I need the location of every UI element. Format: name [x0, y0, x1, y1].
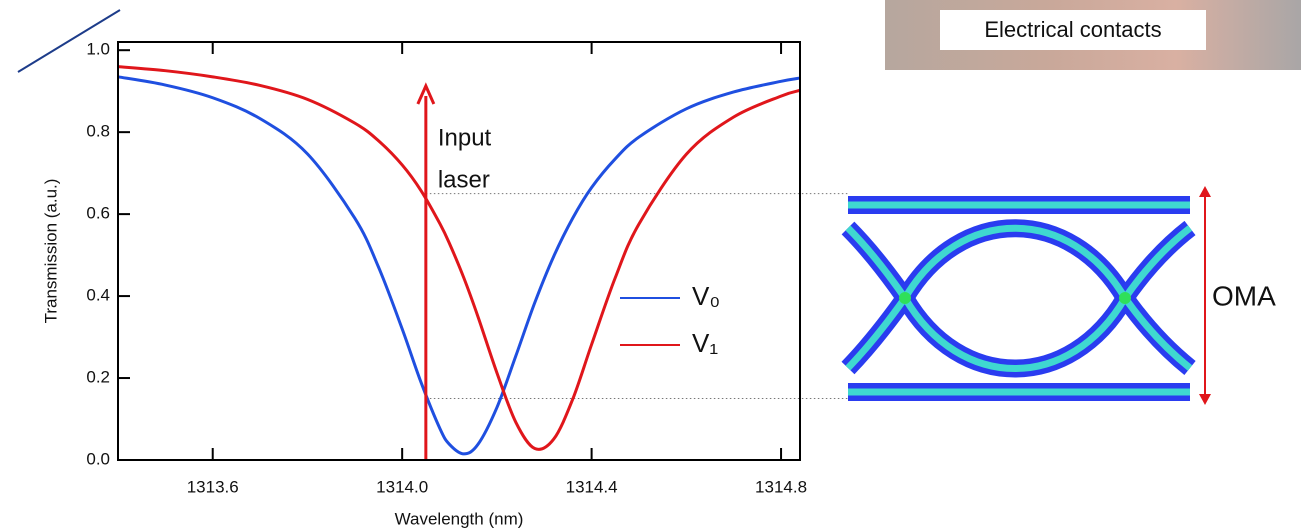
contacts-label: Electrical contacts	[984, 17, 1161, 42]
eye-diagram	[848, 185, 1190, 410]
page: {"chart_data": { "type": "line", "x_labe…	[0, 0, 1301, 532]
y-tick-label: 0.2	[86, 368, 110, 387]
x-axis-label: Wavelength (nm)	[395, 509, 524, 528]
x-tick-label: 1314.4	[566, 477, 618, 496]
legend-label: V₁	[692, 328, 718, 358]
laser-label: Input	[438, 124, 492, 151]
legend-label: V₀	[692, 281, 720, 311]
y-tick-label: 0.4	[86, 286, 110, 305]
y-tick-label: 1.0	[86, 40, 110, 59]
x-tick-label: 1313.6	[187, 477, 239, 496]
laser-label: laser	[438, 166, 490, 193]
figure: Electrical contacts OMA Wavelength (nm) T…	[0, 0, 1301, 532]
oma-label: OMA	[1212, 280, 1276, 311]
eye-crossing	[1119, 292, 1131, 304]
eye-crossing	[899, 292, 911, 304]
y-tick-label: 0.0	[86, 449, 110, 468]
x-tick-label: 1314.0	[376, 477, 428, 496]
x-tick-label: 1314.8	[755, 477, 807, 496]
y-tick-label: 0.8	[86, 122, 110, 141]
y-axis-label: Transmission (a.u.)	[41, 179, 60, 324]
y-tick-label: 0.6	[86, 204, 110, 223]
